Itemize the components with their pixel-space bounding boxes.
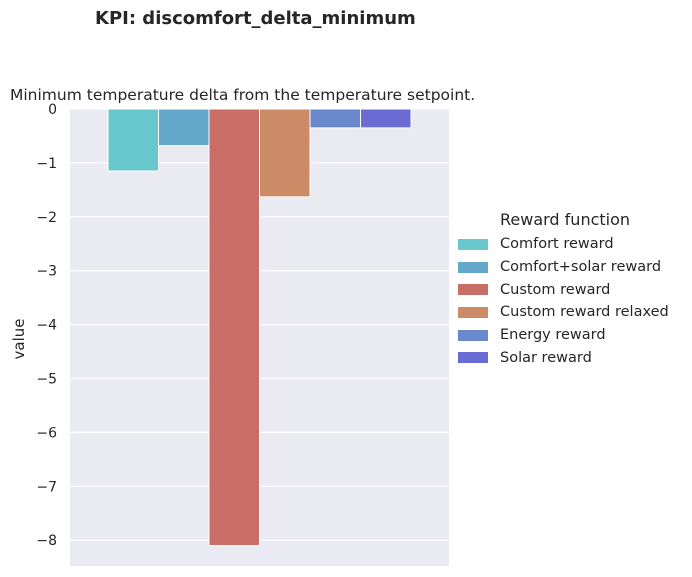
- y-axis-label: value: [10, 319, 28, 360]
- legend-swatch: [458, 329, 488, 341]
- y-tick-label: −4: [36, 318, 57, 334]
- y-tick-label: 0: [48, 102, 57, 118]
- legend-label: Comfort reward: [500, 236, 614, 253]
- y-tick-label: −6: [36, 425, 57, 441]
- y-tick-label: −7: [36, 479, 57, 495]
- legend-item: Custom reward: [458, 278, 669, 301]
- legend-item: Comfort reward: [458, 233, 669, 256]
- bar: [208, 108, 260, 547]
- legend-label: Energy reward: [500, 327, 606, 344]
- y-tick-label: −3: [36, 264, 57, 280]
- bar: [158, 108, 210, 147]
- chart-subtitle: Minimum temperature delta from the tempe…: [10, 86, 476, 104]
- legend-label: Custom reward relaxed: [500, 304, 669, 321]
- legend-label: Custom reward: [500, 281, 611, 298]
- bar: [309, 108, 361, 129]
- legend-swatch: [458, 306, 488, 318]
- y-tick-label: −1: [36, 156, 57, 172]
- legend-swatch: [458, 261, 488, 273]
- legend-swatch: [458, 352, 488, 364]
- legend: Reward function Comfort reward Comfort+so…: [458, 210, 669, 369]
- bar: [259, 108, 311, 198]
- legend-label: Comfort+solar reward: [500, 259, 662, 276]
- figure-title: KPI: discomfort_delta_minimum: [95, 8, 416, 29]
- legend-swatch: [458, 284, 488, 296]
- y-tick-label: −2: [36, 210, 57, 226]
- legend-title: Reward function: [500, 210, 631, 229]
- legend-items: Comfort reward Comfort+solar reward Custom…: [458, 233, 669, 369]
- y-tick-label: −8: [36, 533, 57, 549]
- legend-item: Energy reward: [458, 324, 669, 347]
- legend-label: Solar reward: [500, 349, 592, 366]
- y-tick-label: −5: [36, 372, 57, 388]
- legend-swatch: [458, 238, 488, 250]
- y-tick-labels: 0 −1 −2 −3 −4 −5 −6 −7 −8: [36, 102, 57, 549]
- bar: [107, 108, 159, 172]
- legend-item: Solar reward: [458, 346, 669, 369]
- legend-item: Custom reward relaxed: [458, 301, 669, 324]
- bar: [360, 108, 412, 129]
- bars: [107, 108, 412, 547]
- legend-item: Comfort+solar reward: [458, 256, 669, 279]
